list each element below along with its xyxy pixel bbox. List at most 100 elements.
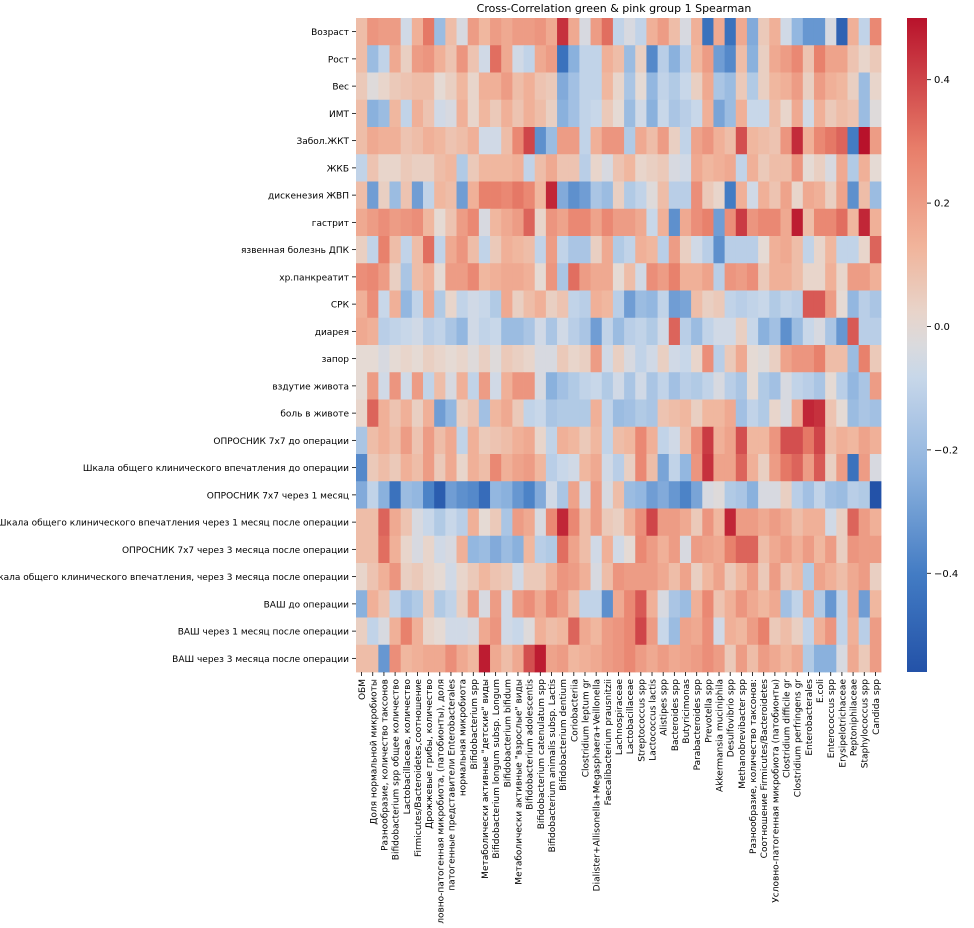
- heatmap-cell: [825, 590, 837, 618]
- heatmap-cell: [434, 644, 446, 673]
- row-labels: Возраст Рост Вес ИМТ Забол.ЖКТ ЖКБ дискенезия …: [0, 28, 356, 665]
- heatmap-cell: [858, 317, 871, 346]
- heatmap-cell: [601, 563, 614, 591]
- column-label: Coriobacteriia: [570, 679, 580, 742]
- heatmap-cell: [434, 45, 446, 73]
- heatmap-cell: [612, 18, 625, 46]
- heatmap-cell: [802, 372, 815, 400]
- heatmap-cell: [813, 263, 826, 291]
- heatmap-cell: [825, 45, 837, 73]
- heatmap-cell: [657, 99, 670, 128]
- heatmap-cell: [423, 345, 435, 373]
- heatmap-cell: [836, 617, 848, 646]
- heatmap-cell: [434, 590, 446, 618]
- heatmap-cell: [702, 154, 714, 182]
- heatmap-cell: [456, 181, 469, 210]
- heatmap-cell: [557, 617, 569, 646]
- heatmap-cell: [467, 399, 480, 428]
- heatmap-cell: [791, 18, 804, 46]
- heatmap-cell: [512, 290, 524, 319]
- heatmap-cell: [813, 99, 826, 128]
- heatmap-cell: [679, 45, 692, 73]
- heatmap-cell: [467, 535, 480, 564]
- heatmap-cell: [624, 345, 636, 373]
- heatmap-cell: [657, 181, 670, 210]
- heatmap-cell: [400, 535, 413, 564]
- heatmap-cell: [746, 426, 759, 455]
- heatmap-cell: [836, 508, 848, 537]
- heatmap-cell: [657, 508, 670, 537]
- heatmap-cell: [456, 454, 469, 482]
- heatmap-cell: [836, 317, 848, 346]
- heatmap-cell: [590, 535, 603, 564]
- heatmap-cell: [746, 317, 759, 346]
- heatmap-cell: [802, 99, 815, 128]
- heatmap-cell: [423, 181, 435, 210]
- heatmap-cell: [691, 454, 703, 482]
- heatmap-cell: [825, 290, 837, 319]
- heatmap-cell: [802, 45, 815, 73]
- heatmap-cell: [735, 481, 748, 509]
- heatmap-cell: [769, 426, 781, 455]
- heatmap-cell: [746, 154, 759, 182]
- heatmap-cell: [501, 399, 513, 428]
- heatmap-cell: [791, 345, 804, 373]
- heatmap-cell: [713, 426, 726, 455]
- heatmap-cell: [478, 154, 491, 182]
- heatmap-cell: [590, 644, 603, 673]
- heatmap-cell: [825, 18, 837, 46]
- heatmap-cell: [434, 127, 446, 155]
- heatmap-cell: [758, 426, 770, 455]
- heatmap-cell: [657, 644, 670, 673]
- colorbar-tick-label: 0.0: [934, 322, 950, 333]
- heatmap-cell: [646, 399, 658, 428]
- heatmap-cell: [579, 535, 591, 564]
- heatmap-cell: [668, 208, 681, 237]
- heatmap-cell: [445, 127, 457, 155]
- heatmap-cell: [713, 208, 726, 237]
- column-label: Bifidobacterium bifidum: [503, 679, 513, 787]
- heatmap-cell: [847, 99, 860, 128]
- heatmap-cell: [746, 127, 759, 155]
- heatmap-cell: [467, 99, 480, 128]
- heatmap-cell: [523, 454, 536, 482]
- heatmap-cell: [601, 454, 614, 482]
- heatmap-cell: [836, 236, 848, 264]
- heatmap-cell: [356, 154, 368, 182]
- heatmap-cell: [758, 72, 770, 101]
- heatmap-cell: [825, 481, 837, 509]
- column-label: Candida spp: [872, 679, 882, 735]
- row-label: Шкала общего клинического впечатления че…: [0, 519, 349, 529]
- heatmap-cell: [791, 644, 804, 673]
- heatmap-cell: [590, 317, 603, 346]
- heatmap-cell: [646, 481, 658, 509]
- heatmap-cell: [635, 154, 647, 182]
- heatmap-cell: [478, 208, 491, 237]
- heatmap-cell: [434, 508, 446, 537]
- heatmap-cell: [579, 345, 591, 373]
- heatmap-cell: [356, 18, 368, 46]
- column-label: Peptoniphilaceae: [850, 679, 860, 757]
- heatmap-cell: [646, 563, 658, 591]
- heatmap-cell: [702, 45, 714, 73]
- heatmap-cell: [434, 181, 446, 210]
- heatmap-cell: [400, 317, 413, 346]
- heatmap-cell: [411, 481, 424, 509]
- heatmap-cell: [612, 345, 625, 373]
- heatmap-cell: [813, 426, 826, 455]
- heatmap-cell: [568, 45, 580, 73]
- heatmap-cell: [869, 18, 882, 46]
- heatmap-cell: [858, 154, 871, 182]
- heatmap-cell: [679, 563, 692, 591]
- heatmap-cell: [579, 481, 591, 509]
- heatmap-cell: [501, 372, 513, 400]
- heatmap-cell: [423, 208, 435, 237]
- heatmap-cell: [545, 563, 558, 591]
- heatmap-cell: [534, 426, 547, 455]
- heatmap-cell: [612, 508, 625, 537]
- heatmap-cell: [478, 127, 491, 155]
- heatmap-cell: [635, 644, 647, 673]
- heatmap-cell: [668, 18, 681, 46]
- heatmap-cell: [691, 590, 703, 618]
- heatmap-cell: [780, 127, 793, 155]
